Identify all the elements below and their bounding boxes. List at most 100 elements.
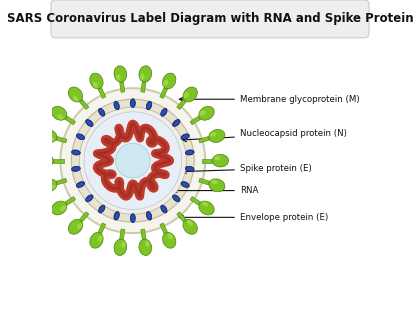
Text: Spike protein (E): Spike protein (E) [183,164,312,173]
Ellipse shape [185,166,194,171]
Ellipse shape [114,66,127,82]
Ellipse shape [86,195,92,200]
Ellipse shape [100,109,105,115]
Ellipse shape [161,108,167,116]
Ellipse shape [139,239,152,255]
Ellipse shape [90,73,103,89]
Circle shape [116,143,150,178]
Ellipse shape [183,219,197,234]
Ellipse shape [86,195,93,202]
Ellipse shape [132,215,133,222]
Ellipse shape [132,100,133,107]
Ellipse shape [173,120,180,126]
Ellipse shape [161,109,165,115]
Ellipse shape [60,206,66,211]
Ellipse shape [130,99,135,108]
Text: RNA: RNA [173,186,258,195]
Ellipse shape [163,205,167,212]
Text: Membrane glycoprotein (M): Membrane glycoprotein (M) [179,95,360,104]
Ellipse shape [49,185,56,189]
Ellipse shape [41,129,57,142]
Ellipse shape [173,196,179,201]
Ellipse shape [72,152,80,153]
Ellipse shape [162,109,166,116]
Ellipse shape [86,121,92,126]
Ellipse shape [149,102,151,109]
Ellipse shape [87,196,92,201]
Ellipse shape [116,213,119,220]
Polygon shape [190,197,201,205]
Ellipse shape [68,219,83,234]
Ellipse shape [76,134,85,140]
Ellipse shape [199,106,214,120]
Ellipse shape [115,102,117,109]
Ellipse shape [182,135,189,138]
Polygon shape [141,82,146,92]
Ellipse shape [72,169,80,170]
Polygon shape [190,116,201,125]
Text: Envelope protein (E): Envelope protein (E) [179,213,328,222]
Ellipse shape [181,134,188,137]
Ellipse shape [168,233,173,239]
Text: Nucleocapsid protein (N): Nucleocapsid protein (N) [183,129,347,142]
Polygon shape [79,100,89,110]
Polygon shape [160,223,168,234]
Ellipse shape [162,206,166,212]
Ellipse shape [202,202,208,207]
Circle shape [60,88,205,233]
Ellipse shape [52,106,67,120]
Ellipse shape [68,87,83,102]
Ellipse shape [181,184,188,187]
Ellipse shape [116,74,121,81]
Ellipse shape [211,180,218,184]
Ellipse shape [71,166,80,171]
Ellipse shape [72,167,79,169]
Ellipse shape [173,197,178,202]
Ellipse shape [87,121,92,125]
Ellipse shape [163,110,167,116]
Ellipse shape [182,183,189,186]
Ellipse shape [87,120,93,125]
Ellipse shape [114,211,119,220]
Ellipse shape [116,212,118,220]
Ellipse shape [131,215,132,222]
Ellipse shape [99,110,103,116]
Polygon shape [98,223,106,234]
Ellipse shape [163,80,168,86]
Ellipse shape [182,182,189,185]
Ellipse shape [90,232,103,248]
FancyBboxPatch shape [51,0,369,38]
Ellipse shape [76,181,85,187]
Ellipse shape [77,135,84,138]
Ellipse shape [186,169,193,170]
Ellipse shape [97,235,102,242]
Ellipse shape [148,102,150,109]
Polygon shape [53,159,63,163]
Polygon shape [141,229,146,239]
Ellipse shape [100,109,104,116]
Ellipse shape [212,154,228,167]
Ellipse shape [209,129,225,142]
Ellipse shape [173,121,179,125]
Polygon shape [56,136,67,143]
Ellipse shape [73,96,79,101]
Ellipse shape [173,120,178,125]
Circle shape [71,99,194,222]
Ellipse shape [149,212,151,219]
Polygon shape [199,136,210,143]
Polygon shape [56,178,67,185]
Ellipse shape [214,156,220,160]
Circle shape [84,112,181,209]
Ellipse shape [147,102,149,109]
Ellipse shape [209,179,225,192]
Polygon shape [160,88,168,98]
Ellipse shape [161,205,167,213]
Ellipse shape [186,151,193,152]
Ellipse shape [210,132,216,137]
Ellipse shape [77,183,84,186]
Circle shape [79,107,186,214]
Ellipse shape [114,101,119,110]
Ellipse shape [181,134,189,140]
Polygon shape [65,116,76,125]
Ellipse shape [163,232,176,248]
